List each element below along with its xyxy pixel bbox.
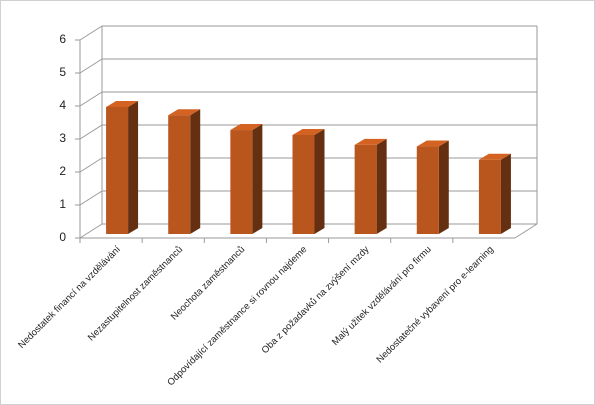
bar-top xyxy=(168,109,201,116)
bar-top xyxy=(230,124,263,131)
bar-top xyxy=(478,153,511,160)
bar-top xyxy=(106,100,139,107)
grid-line xyxy=(79,190,103,206)
grid-line xyxy=(79,124,103,140)
bar xyxy=(292,135,315,234)
grid-line xyxy=(79,157,103,173)
grid-line xyxy=(79,25,103,41)
bar-side xyxy=(438,140,449,234)
bar-top xyxy=(292,129,325,135)
y-tick-label: 1 xyxy=(59,197,66,211)
bar xyxy=(478,159,501,234)
grid-line xyxy=(79,91,103,107)
axis-line xyxy=(514,223,538,239)
bar xyxy=(230,130,253,234)
bar-side xyxy=(190,109,201,234)
bar-side xyxy=(252,124,263,234)
bar-side xyxy=(376,138,387,234)
grid-line xyxy=(79,58,103,74)
bar xyxy=(168,115,191,234)
bar-side xyxy=(314,129,325,234)
bar xyxy=(354,144,377,234)
bar-top xyxy=(354,138,387,145)
y-tick-label: 6 xyxy=(59,32,66,46)
y-tick-label: 0 xyxy=(59,230,66,244)
bar-side xyxy=(128,100,139,234)
bar xyxy=(416,146,439,234)
y-tick-label: 3 xyxy=(59,131,66,145)
bar xyxy=(106,106,129,234)
y-tick-label: 5 xyxy=(59,65,66,79)
bar-side xyxy=(500,153,511,234)
y-tick-label: 2 xyxy=(59,164,66,178)
y-tick-label: 4 xyxy=(59,98,66,112)
bar-top xyxy=(416,140,449,147)
grid-line xyxy=(79,223,103,239)
